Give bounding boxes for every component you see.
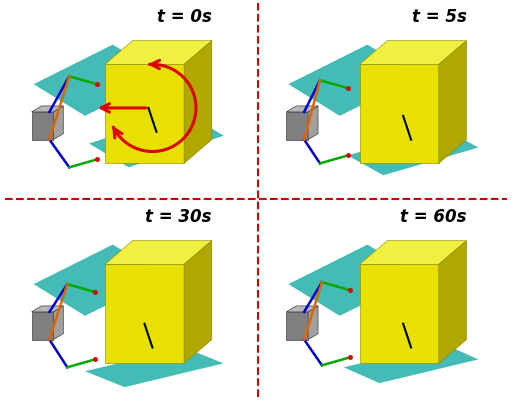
Polygon shape <box>286 306 318 312</box>
Polygon shape <box>344 344 478 383</box>
Polygon shape <box>105 42 212 65</box>
Polygon shape <box>32 113 53 140</box>
Polygon shape <box>53 306 63 340</box>
Polygon shape <box>286 312 308 340</box>
Polygon shape <box>32 306 63 312</box>
Polygon shape <box>32 312 53 340</box>
Polygon shape <box>288 245 419 316</box>
Polygon shape <box>308 306 318 340</box>
Polygon shape <box>288 45 419 117</box>
Polygon shape <box>184 241 212 363</box>
Polygon shape <box>348 128 478 176</box>
Polygon shape <box>105 241 212 265</box>
Polygon shape <box>286 113 308 140</box>
Polygon shape <box>105 265 184 363</box>
Polygon shape <box>34 45 164 117</box>
Polygon shape <box>359 241 466 265</box>
Polygon shape <box>89 113 224 168</box>
Text: t = 60s: t = 60s <box>400 207 466 225</box>
Polygon shape <box>359 42 466 65</box>
Polygon shape <box>439 241 466 363</box>
Polygon shape <box>105 65 184 164</box>
Polygon shape <box>32 107 63 113</box>
Polygon shape <box>286 107 318 113</box>
Polygon shape <box>85 348 224 387</box>
Polygon shape <box>308 107 318 140</box>
Polygon shape <box>34 245 164 316</box>
Text: t = 0s: t = 0s <box>157 8 212 26</box>
Polygon shape <box>53 107 63 140</box>
Text: t = 5s: t = 5s <box>412 8 466 26</box>
Polygon shape <box>359 65 439 164</box>
Text: t = 30s: t = 30s <box>145 207 212 225</box>
Polygon shape <box>439 42 466 164</box>
Polygon shape <box>184 42 212 164</box>
Polygon shape <box>359 265 439 363</box>
